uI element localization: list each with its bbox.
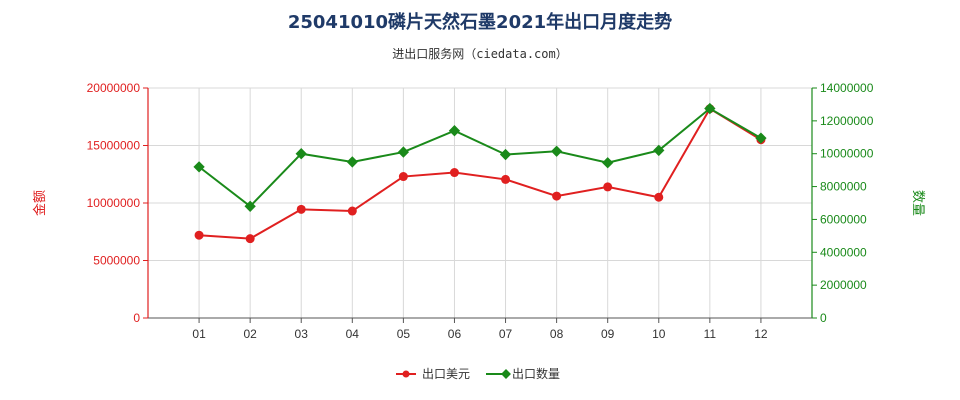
y-right-tick-label: 8000000 [820, 180, 867, 194]
series-qty-point [602, 157, 614, 169]
x-tick-label: 07 [499, 327, 513, 341]
series-usd-point [194, 230, 204, 240]
series-qty-point [397, 146, 410, 158]
series-usd-point [654, 192, 664, 202]
y-right-tick-label: 12000000 [820, 114, 874, 128]
x-tick-label: 11 [704, 327, 717, 341]
series-usd-point [347, 206, 357, 216]
y-left-tick-label: 10000000 [87, 196, 141, 210]
legend-item-qty[interactable]: 出口数量 [486, 366, 560, 381]
series-qty-point [295, 148, 307, 160]
series-qty-point [193, 161, 205, 173]
legend-item-usd[interactable]: 出口美元 [396, 367, 470, 381]
y-right-tick-label: 14000000 [820, 81, 874, 95]
legend-usd-marker [402, 370, 410, 378]
x-tick-label: 05 [397, 327, 411, 341]
series-qty-point [755, 132, 767, 144]
y-right-tick-label: 4000000 [820, 245, 867, 259]
y-right-tick-label: 6000000 [820, 212, 867, 226]
legend-usd-label: 出口美元 [422, 367, 470, 381]
chart-subtitle: 进出口服务网（ciedata.com） [392, 46, 567, 61]
y-right-tick-label: 0 [820, 311, 827, 325]
series-line-0 [199, 107, 762, 240]
y-right-tick-label: 2000000 [820, 278, 867, 292]
y-left-tick-label: 5000000 [93, 254, 140, 268]
y-left-tick-label: 20000000 [87, 81, 141, 95]
x-tick-label: 02 [243, 327, 257, 341]
x-tick-label: 08 [550, 327, 564, 341]
y-left-tick-label: 15000000 [87, 139, 141, 153]
series-layer [193, 102, 767, 244]
x-tick-label: 12 [754, 327, 768, 341]
x-tick-label: 10 [652, 327, 666, 341]
axis-layer: 0 5000000 10000000 15000000 20000000 0 2000000… [87, 81, 874, 341]
series-qty-point [448, 125, 461, 137]
series-qty-point [653, 144, 665, 157]
y-right-axis-label: 数量 [910, 190, 925, 216]
y-left-axis-label: 金额 [32, 190, 48, 216]
series-qty-point [499, 148, 512, 161]
x-tick-label: 01 [192, 327, 206, 341]
series-usd-point [552, 191, 562, 201]
x-tick-label: 06 [448, 327, 462, 341]
series-usd-point [296, 204, 306, 214]
series-usd-point [449, 168, 459, 178]
series-usd-point [398, 172, 408, 182]
y-right-tick-label: 10000000 [820, 147, 874, 161]
series-qty-point [244, 200, 256, 212]
x-tick-label: 03 [295, 327, 309, 341]
series-usd-point [245, 234, 255, 244]
x-tick-label: 09 [601, 327, 615, 341]
chart-title: 25041010磷片天然石墨2021年出口月度走势 [288, 11, 672, 33]
legend-qty-marker [501, 369, 511, 379]
series-usd-point [603, 182, 613, 192]
series-qty-point [346, 156, 358, 168]
series-usd-point [501, 174, 511, 184]
legend: 出口美元 出口数量 [396, 366, 560, 381]
legend-qty-label: 出口数量 [512, 366, 560, 381]
x-tick-label: 04 [346, 327, 360, 341]
series-line-1 [198, 107, 762, 208]
grid-layer [148, 87, 813, 319]
y-left-tick-label: 0 [133, 311, 140, 325]
series-qty-point [550, 145, 563, 157]
